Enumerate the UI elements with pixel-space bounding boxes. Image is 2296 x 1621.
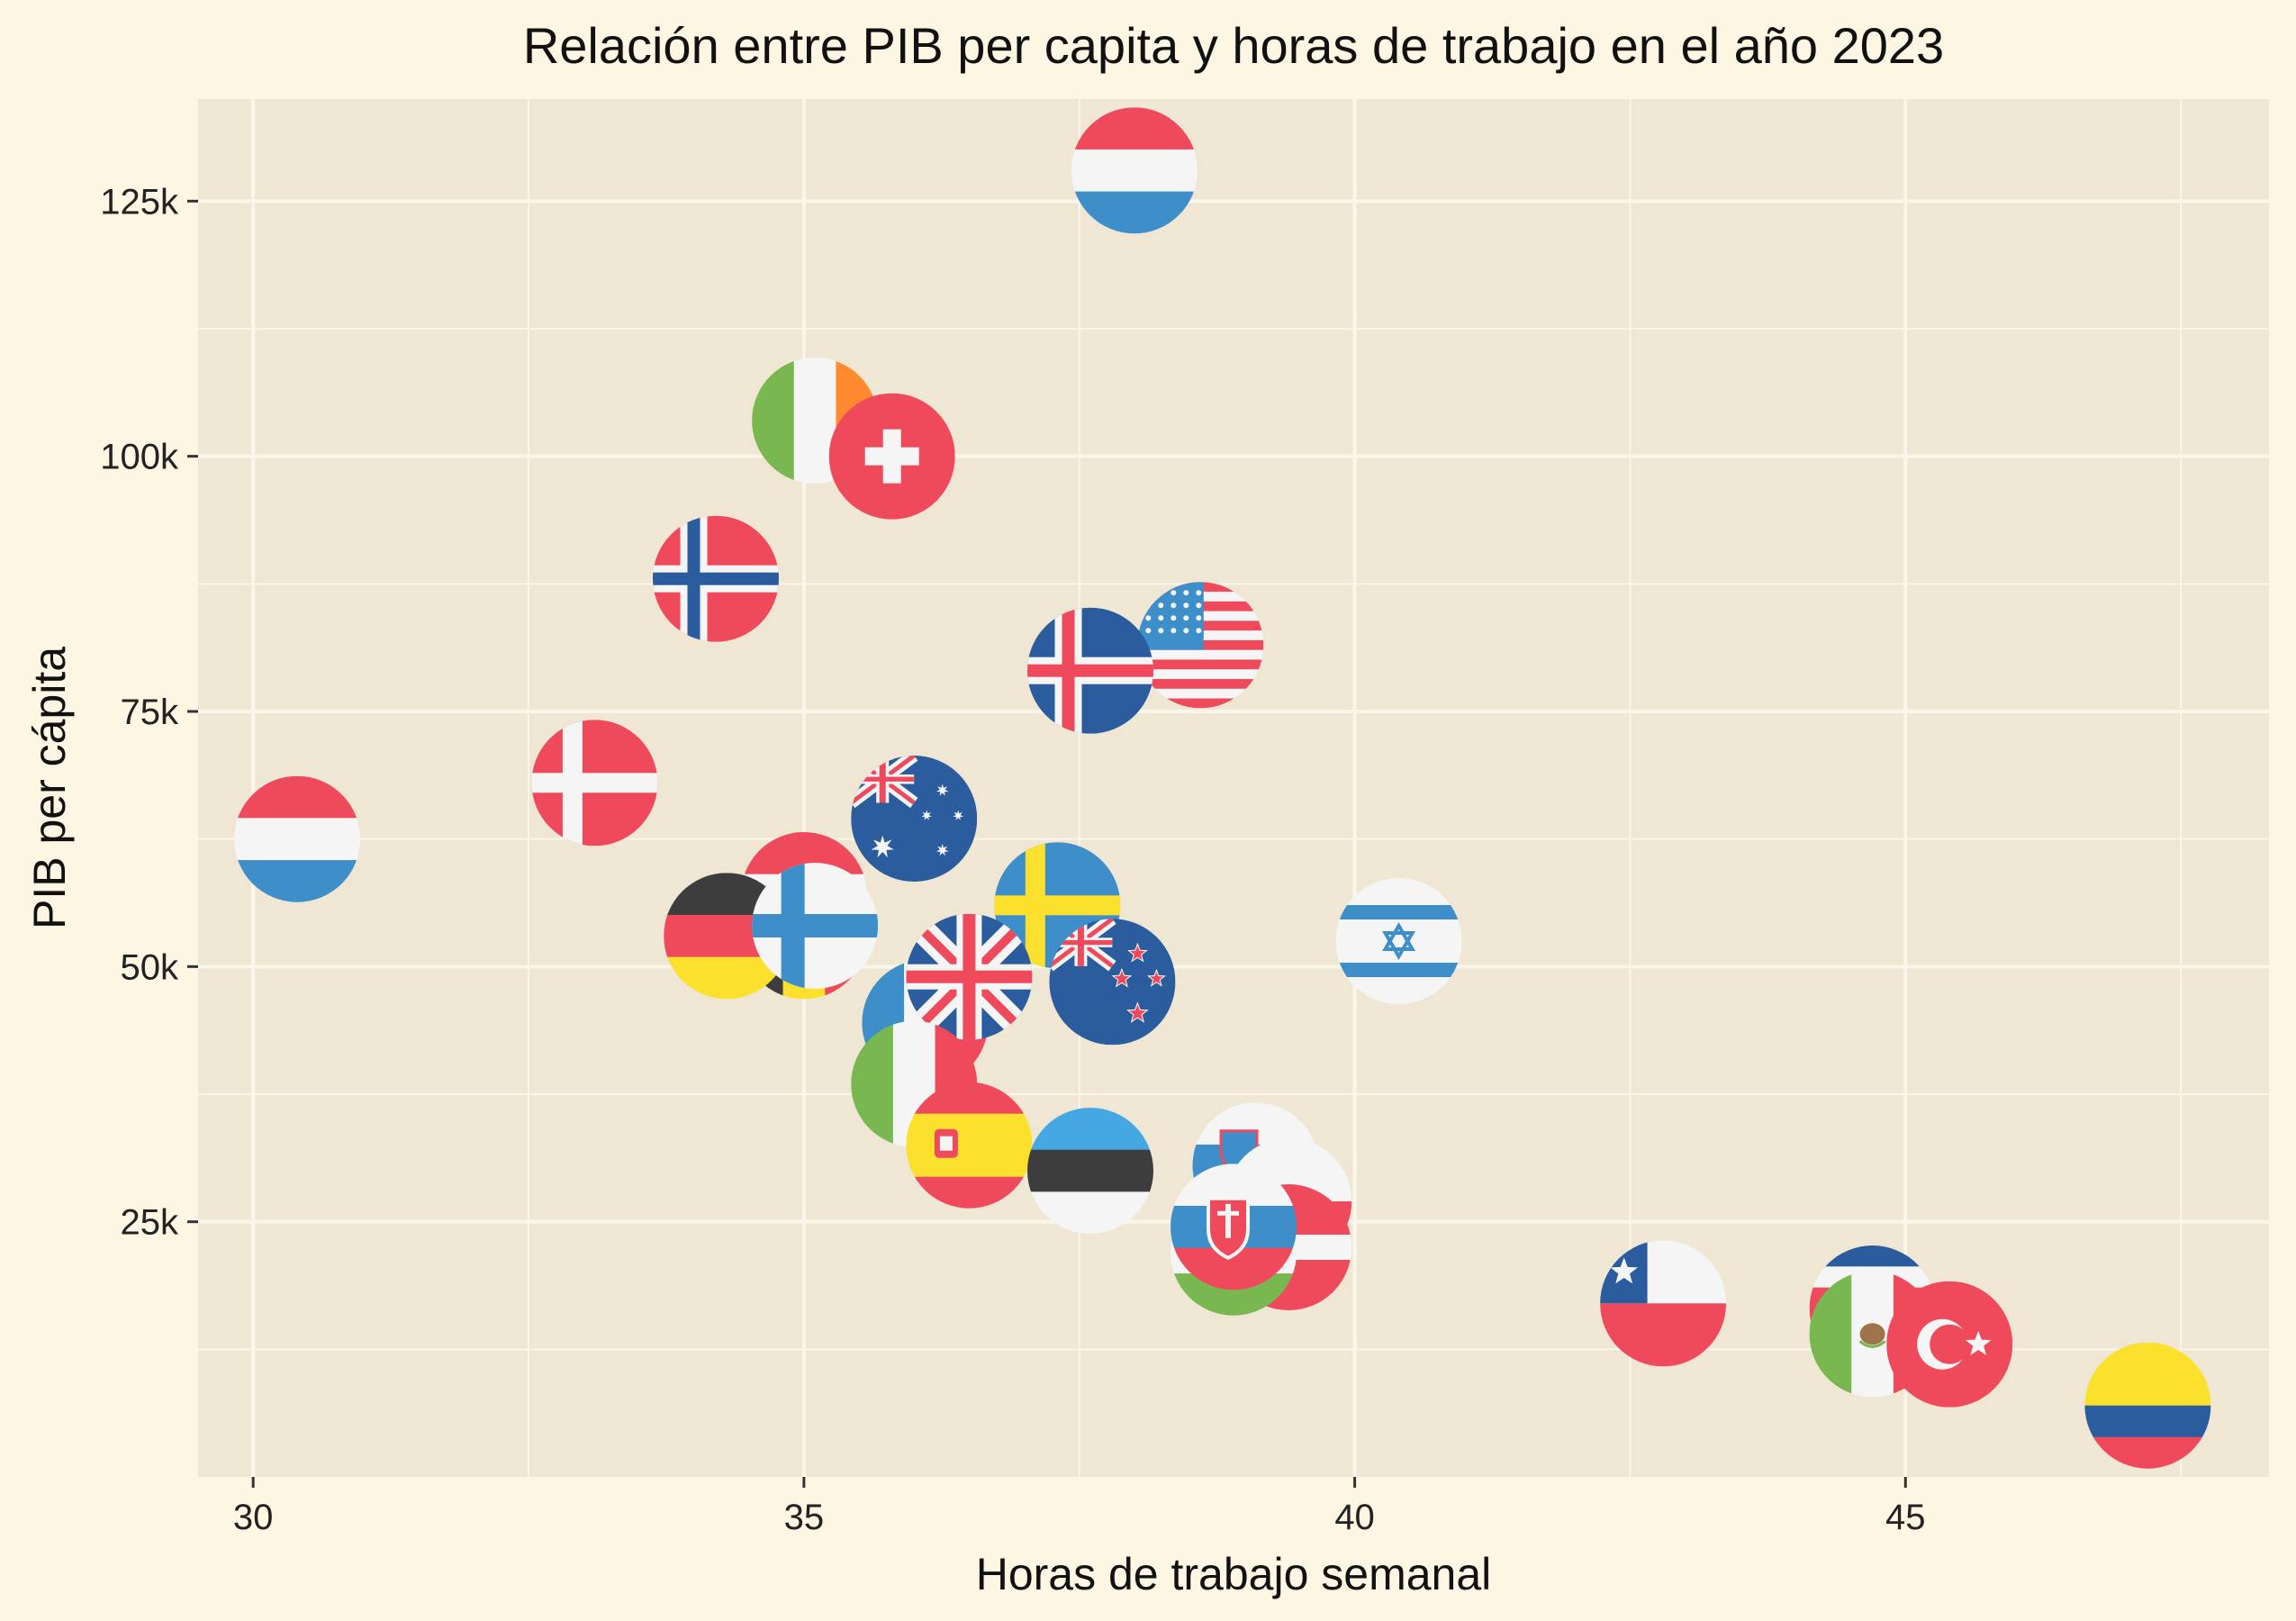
data-point — [752, 863, 879, 989]
data-point — [1137, 582, 1264, 709]
spain-flag-icon — [906, 1082, 1033, 1209]
x-tick-label: 40 — [1334, 1498, 1375, 1537]
denmark-flag-icon — [531, 720, 658, 847]
data-point — [1071, 107, 1198, 234]
data-point — [906, 913, 1033, 1040]
data-point — [1600, 1240, 1727, 1367]
y-axis-label: PIB per cápita — [24, 647, 75, 929]
data-point — [1049, 919, 1176, 1046]
data-point — [1335, 878, 1462, 1004]
australia-flag-icon — [851, 756, 978, 882]
data-points — [234, 107, 2211, 1469]
data-point — [1027, 1108, 1153, 1234]
data-point — [851, 756, 978, 882]
chart-title: Relación entre PIB per capita y horas de… — [523, 17, 1944, 74]
colombia-flag-icon — [2084, 1342, 2211, 1469]
luxembourg-flag-icon — [1071, 107, 1198, 234]
switzerland-flag-icon — [828, 393, 955, 520]
usa-flag-icon — [1137, 582, 1264, 709]
y-tick-label: 75k — [121, 693, 179, 732]
finland-flag-icon — [752, 863, 879, 989]
x-tick-label: 45 — [1885, 1498, 1926, 1537]
data-point — [234, 775, 361, 902]
data-point — [1027, 607, 1153, 734]
iceland-flag-icon — [1027, 607, 1153, 734]
y-tick-label: 25k — [121, 1203, 179, 1243]
data-point — [828, 393, 955, 520]
estonia-flag-icon — [1027, 1108, 1153, 1234]
netherlands-flag-icon — [234, 775, 361, 902]
y-tick-label: 100k — [100, 438, 179, 477]
axes: 30 35 40 45 25k 50k 75k 100k 125k — [100, 182, 1925, 1537]
y-tick-label: 50k — [121, 947, 179, 987]
chile-flag-icon — [1600, 1240, 1727, 1367]
data-point — [2084, 1342, 2211, 1469]
data-point — [531, 720, 658, 847]
uk-flag-icon — [906, 913, 1033, 1040]
x-tick-label: 30 — [233, 1498, 274, 1537]
grid-lines — [198, 99, 2269, 1477]
y-tick-label: 125k — [100, 182, 179, 222]
norway-flag-icon — [653, 515, 779, 642]
slovakia-flag-icon — [1171, 1164, 1297, 1290]
turkey-flag-icon — [1886, 1281, 2013, 1408]
new-zealand-flag-icon — [1049, 919, 1176, 1046]
data-point — [906, 1082, 1033, 1209]
data-point — [1886, 1281, 2013, 1408]
israel-flag-icon — [1335, 878, 1462, 1004]
x-axis-label: Horas de trabajo semanal — [976, 1549, 1492, 1599]
x-tick-label: 35 — [784, 1498, 825, 1537]
data-point — [653, 515, 779, 642]
data-point — [1171, 1164, 1297, 1290]
